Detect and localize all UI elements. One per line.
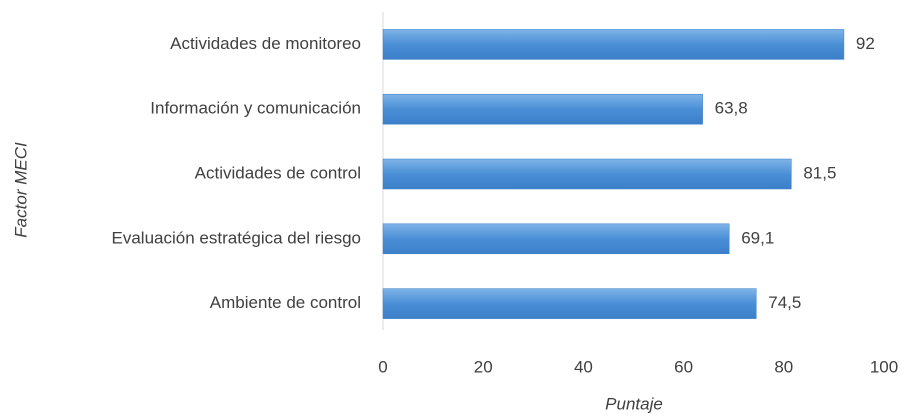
data-label: 81,5 xyxy=(803,163,836,182)
data-label: 63,8 xyxy=(715,99,748,118)
y-tick-label: Actividades de control xyxy=(195,163,361,182)
x-tick-label: 20 xyxy=(474,357,493,376)
y-tick-label: Evaluación estratégica del riesgo xyxy=(112,228,361,247)
x-axis-label: Puntaje xyxy=(605,394,663,413)
x-tick-label: 100 xyxy=(870,357,898,376)
y-axis-label: Factor MECI xyxy=(11,142,30,238)
data-label: 92 xyxy=(856,34,875,53)
data-label: 69,1 xyxy=(741,228,774,247)
bar xyxy=(382,93,703,125)
bar xyxy=(382,288,757,319)
bar xyxy=(382,223,730,255)
x-tick-label: 0 xyxy=(378,357,387,376)
data-label: 74,5 xyxy=(768,293,801,312)
bar xyxy=(382,158,792,190)
y-tick-label: Información y comunicación xyxy=(150,99,361,118)
x-tick-label: 80 xyxy=(774,357,793,376)
x-tick-label: 40 xyxy=(574,357,593,376)
y-tick-label: Actividades de monitoreo xyxy=(170,34,361,53)
x-tick-label: 60 xyxy=(674,357,693,376)
bar xyxy=(382,29,845,60)
y-tick-label: Ambiente de control xyxy=(210,293,361,312)
